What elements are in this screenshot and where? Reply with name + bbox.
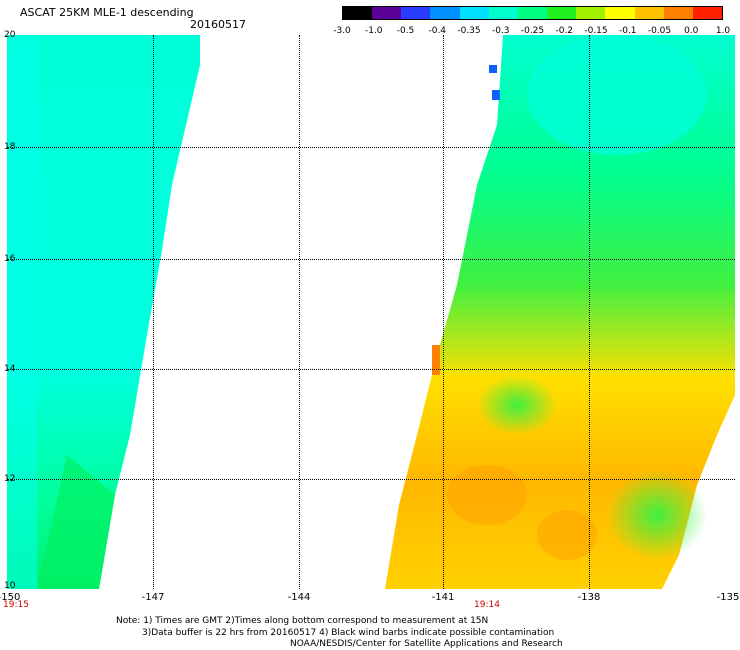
color-scale-tick-label: -0.2 xyxy=(555,26,574,36)
scatterometer-swaths xyxy=(7,35,735,589)
color-scale-tick-label: -0.05 xyxy=(647,26,672,36)
color-scale-swatch xyxy=(517,7,548,19)
lon-label: -150 xyxy=(0,592,21,603)
color-scale-swatch xyxy=(547,7,577,19)
left-swath xyxy=(7,35,200,589)
color-scale-swatch xyxy=(488,7,518,19)
meridian-line xyxy=(153,35,154,589)
map-plot-area[interactable] xyxy=(7,35,735,589)
lat-label: 12 xyxy=(4,474,16,484)
product-title: ASCAT 25KM MLE-1 descending xyxy=(20,6,194,19)
meridian-line xyxy=(299,35,300,589)
color-scale-swatch xyxy=(372,7,402,19)
lat-label: 10 xyxy=(4,581,16,591)
lat-label: 20 xyxy=(4,30,16,40)
color-scale-tick-label: -0.1 xyxy=(618,26,637,36)
lat-label: 18 xyxy=(4,142,16,152)
color-scale-tick-label: -0.5 xyxy=(396,26,415,36)
parallel-line xyxy=(7,259,735,260)
color-scale-tick-label: -0.3 xyxy=(491,26,510,36)
lat-label: 14 xyxy=(4,364,16,374)
lon-label: -135 xyxy=(716,592,740,603)
color-scale-swatch xyxy=(343,7,373,19)
lon-label: -141 xyxy=(431,592,455,603)
swath-time-label: 19:15 xyxy=(3,600,29,610)
color-scale-swatch xyxy=(430,7,460,19)
meridian-line xyxy=(589,35,590,589)
color-scale-tick-label: -3.0 xyxy=(333,26,351,36)
right-swath xyxy=(385,35,735,589)
color-scale-swatch xyxy=(634,7,664,19)
color-scale-tick-label: -1.0 xyxy=(364,26,383,36)
color-scale-swatch xyxy=(401,7,431,19)
footnote-credit: NOAA/NESDIS/Center for Satellite Applica… xyxy=(290,639,563,649)
color-scale-swatch xyxy=(576,7,606,19)
lon-label: -144 xyxy=(287,592,311,603)
color-scale-swatch xyxy=(459,7,489,19)
footnote-line-1: Note: 1) Times are GMT 2)Times along bot… xyxy=(116,616,489,626)
color-scale-tick-label: -0.15 xyxy=(584,26,608,36)
meridian-line xyxy=(443,35,444,589)
parallel-line xyxy=(7,479,735,480)
color-scale-tick-label: 1.0 xyxy=(715,26,731,36)
parallel-line xyxy=(7,147,735,148)
lon-label: -147 xyxy=(141,592,165,603)
footnote-line-2: 3)Data buffer is 22 hrs from 20160517 4)… xyxy=(142,628,555,638)
color-scale-bar xyxy=(342,6,723,20)
lat-label: 16 xyxy=(4,254,16,264)
parallel-line xyxy=(7,369,735,370)
color-scale-tick-label: 0.0 xyxy=(684,26,699,36)
color-scale-swatch xyxy=(663,7,693,19)
color-scale-tick-label: -0.35 xyxy=(457,26,481,36)
lon-label: -138 xyxy=(577,592,601,603)
swath-time-label: 19:14 xyxy=(474,600,500,610)
color-scale-tick-label: -0.4 xyxy=(428,26,447,36)
color-scale-swatch xyxy=(605,7,635,19)
color-scale-tick-label: -0.25 xyxy=(520,26,545,36)
product-date: 20160517 xyxy=(190,18,246,31)
color-scale-swatch xyxy=(692,7,723,19)
